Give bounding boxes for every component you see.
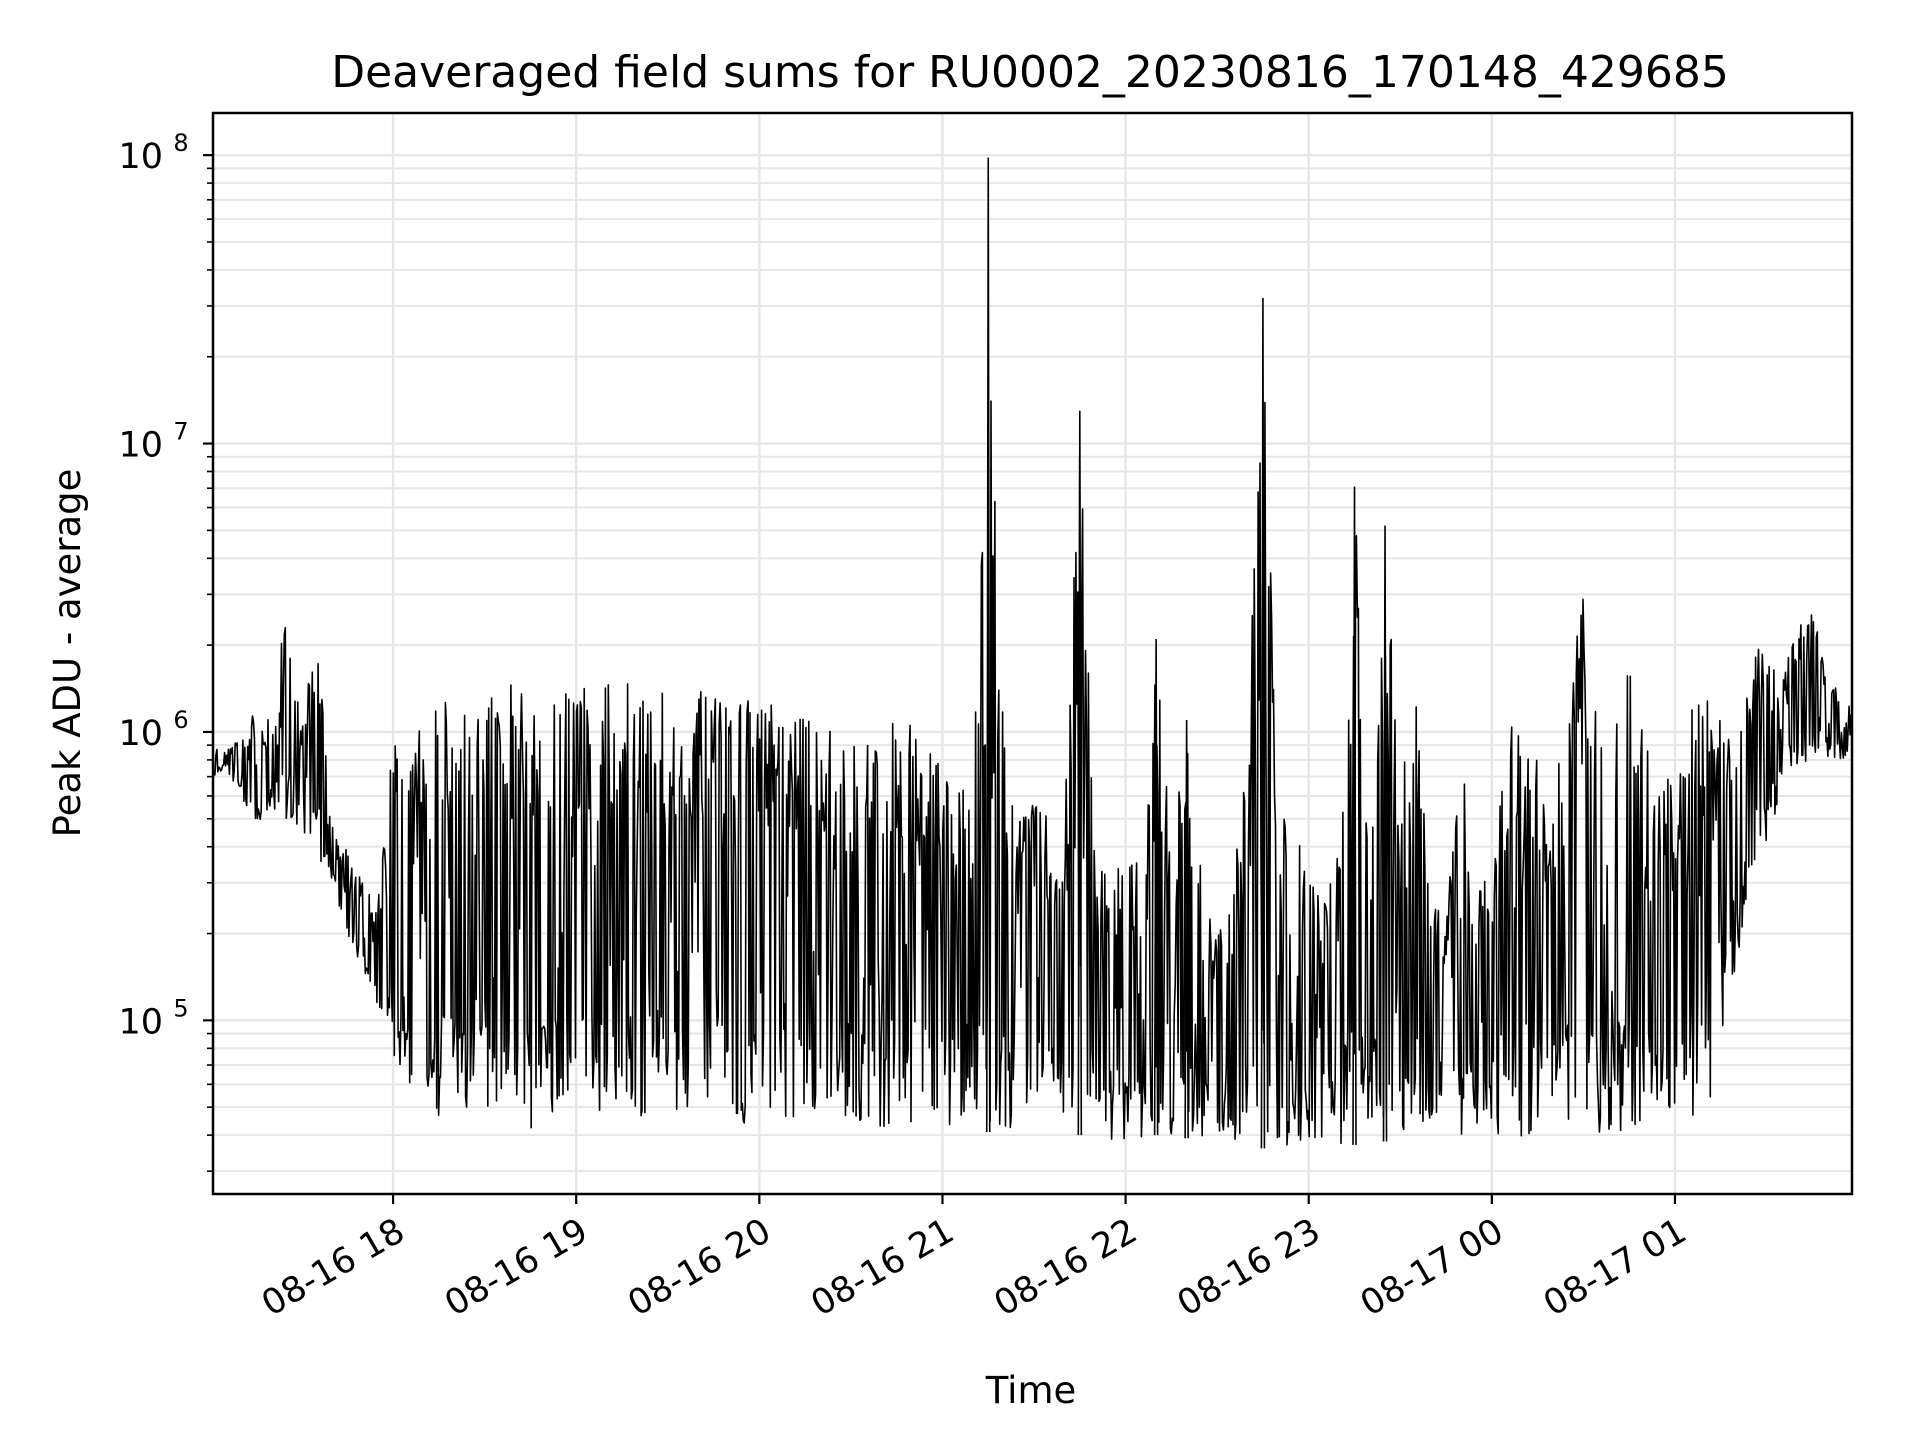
y-tick-exponent: 5: [173, 994, 188, 1022]
y-axis-label: Peak ADU - average: [46, 469, 89, 838]
y-tick-label: 10: [118, 426, 163, 466]
y-tick-exponent: 7: [173, 418, 188, 446]
y-axis: 10 5 10 6 10 7 10 8: [118, 129, 213, 1172]
series-spike: [1382, 525, 1388, 1142]
x-axis-label: Time: [985, 1369, 1077, 1412]
series-spike: [1077, 410, 1083, 1136]
y-tick-label: 10: [118, 137, 163, 177]
plot-frame: [211, 111, 1854, 1196]
series-spike: [1352, 486, 1357, 1145]
series-spike: [1260, 297, 1266, 1149]
series-spike: [985, 157, 991, 1133]
y-tick-label: 10: [118, 1002, 163, 1042]
series-line: [213, 400, 1852, 1146]
series-spike: [1184, 720, 1189, 1139]
chart-title: Deaveraged field sums for RU0002_2023081…: [331, 47, 1729, 98]
y-tick-exponent: 8: [173, 129, 188, 157]
y-tick-label: 10: [118, 714, 163, 754]
series-spike: [1153, 639, 1159, 1136]
y-tick-exponent: 6: [173, 706, 188, 734]
